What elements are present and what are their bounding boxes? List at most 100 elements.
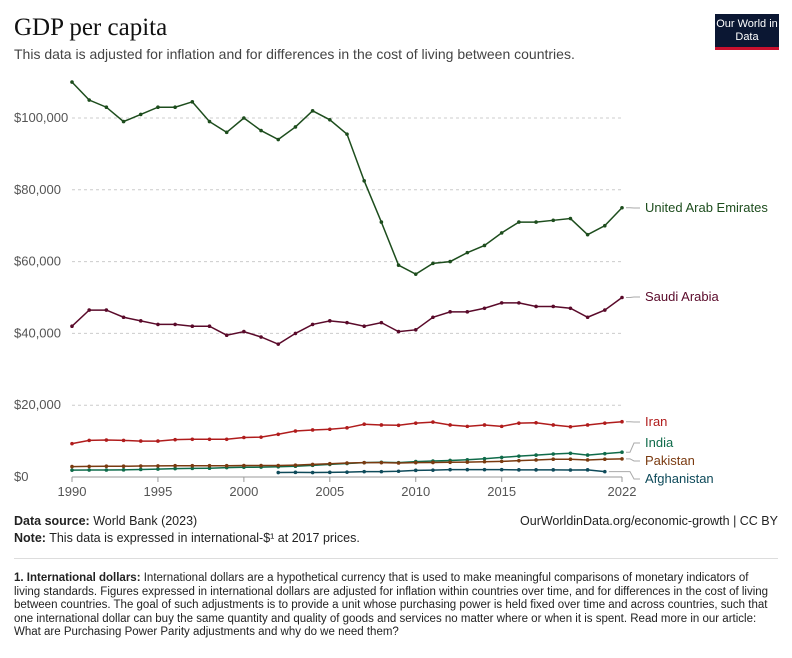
footnote-label: 1. International dollars: <box>14 572 141 584</box>
data-point <box>448 259 452 264</box>
series-line <box>71 420 623 445</box>
data-point <box>328 319 332 323</box>
series-label: Saudi Arabia <box>645 289 719 304</box>
data-point <box>396 461 401 465</box>
data-point <box>293 463 298 467</box>
data-point <box>413 272 418 276</box>
data-point <box>70 441 74 446</box>
data-point <box>534 468 538 472</box>
data-point <box>551 452 556 456</box>
x-tick-label: 1995 <box>143 484 172 499</box>
owid-logo[interactable]: Our World in Data <box>715 14 779 50</box>
x-tick-label: 1990 <box>58 484 87 499</box>
data-point <box>551 457 556 462</box>
line-chart: $0 $20,000 $40,000 $60,000 $80,000 $100,000 19… <box>14 80 768 499</box>
data-point <box>568 306 573 311</box>
series-line <box>278 468 605 474</box>
data-point <box>121 468 126 472</box>
data-point <box>499 424 504 429</box>
data-point <box>379 469 384 474</box>
source-url[interactable]: OurWorldinData.org/economic-growth | CC … <box>520 514 778 528</box>
data-point <box>224 333 229 337</box>
data-point <box>242 116 246 120</box>
chart-title: GDP per capita <box>14 14 168 41</box>
data-point <box>345 132 349 136</box>
data-point <box>499 455 504 460</box>
data-point <box>379 320 384 325</box>
data-point <box>207 119 212 124</box>
data-point <box>603 451 607 456</box>
data-point <box>70 324 74 329</box>
data-point <box>310 109 315 113</box>
data-point <box>499 231 504 235</box>
data-point <box>190 100 195 104</box>
data-point <box>173 322 177 327</box>
data-point <box>207 437 212 442</box>
note-text: This data is expressed in international-… <box>49 531 360 545</box>
y-tick-label: $80,000 <box>14 182 61 197</box>
series-label: United Arab Emirates <box>645 200 768 215</box>
data-point <box>138 439 143 443</box>
data-point <box>70 80 74 84</box>
data-point <box>328 461 332 466</box>
y-tick-label: $0 <box>14 469 28 484</box>
data-point <box>121 464 126 469</box>
data-point <box>585 423 590 427</box>
data-point <box>362 324 366 329</box>
data-point <box>379 423 384 427</box>
data-point <box>345 470 349 474</box>
data-point <box>603 469 607 474</box>
data-point <box>121 438 126 443</box>
data-point <box>396 423 401 428</box>
data-point <box>465 467 470 472</box>
data-point <box>293 429 298 433</box>
series-label: India <box>645 435 674 450</box>
data-point <box>328 117 332 122</box>
data-point <box>259 435 263 439</box>
series-label: Iran <box>645 414 667 429</box>
data-point <box>534 453 538 457</box>
data-point <box>482 306 487 311</box>
data-point <box>413 460 418 465</box>
data-point <box>448 423 452 427</box>
data-point <box>362 422 366 427</box>
data-point <box>413 421 418 425</box>
data-point <box>568 451 573 456</box>
data-point <box>345 320 349 325</box>
data-point <box>276 342 281 346</box>
series-line <box>71 81 623 276</box>
data-point <box>620 457 624 461</box>
data-point <box>465 250 470 255</box>
data-point <box>551 423 556 427</box>
data-point <box>431 315 435 320</box>
data-point <box>138 467 143 472</box>
label-connector <box>626 458 640 462</box>
data-point <box>379 220 384 224</box>
y-tick-label: $20,000 <box>14 397 61 412</box>
data-point <box>138 112 143 117</box>
data-point <box>242 329 246 334</box>
data-point <box>534 304 538 309</box>
note-label: Note: <box>14 531 46 545</box>
data-point <box>121 119 126 124</box>
data-point <box>310 428 315 432</box>
data-point <box>362 469 366 474</box>
data-point <box>396 263 401 267</box>
data-point <box>431 420 435 424</box>
data-point <box>87 98 91 102</box>
data-point <box>242 463 246 468</box>
data-point <box>121 315 126 320</box>
data-point <box>190 463 195 468</box>
data-point <box>568 468 573 472</box>
divider <box>14 558 778 559</box>
data-point <box>499 467 504 472</box>
data-point <box>585 458 590 462</box>
source-text: World Bank (2023) <box>93 514 198 528</box>
data-point <box>517 468 521 472</box>
data-point <box>431 468 435 472</box>
data-source: Data source: World Bank (2023) <box>14 514 197 528</box>
data-point <box>224 130 229 135</box>
data-point <box>482 459 487 464</box>
data-point <box>568 457 573 462</box>
data-point <box>87 464 91 469</box>
